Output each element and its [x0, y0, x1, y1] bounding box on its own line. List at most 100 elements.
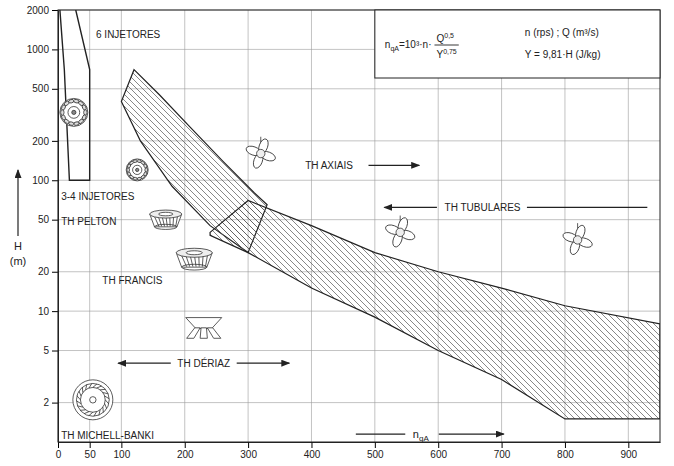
icon-part — [80, 387, 105, 412]
arrow — [527, 207, 647, 208]
formula-denominator: Y0,75 — [436, 48, 456, 60]
x-tick-label: 700 — [494, 449, 511, 460]
icon-deriaz — [186, 318, 222, 339]
x-grid-line — [184, 10, 185, 442]
region-label: TH FRANCIS — [102, 275, 162, 286]
arrow — [237, 363, 290, 364]
x-tick-mark — [121, 442, 122, 448]
x-tick-mark — [248, 442, 249, 448]
x-tick: 300 — [240, 442, 257, 460]
formula-bar — [434, 45, 458, 46]
icon-propeller — [384, 216, 416, 249]
x-tick-mark — [438, 442, 439, 448]
annotation: 6 INJETORES — [96, 29, 161, 40]
icon-part — [72, 110, 76, 114]
icon-part — [73, 380, 113, 420]
region-label: TH PELTON — [61, 216, 116, 227]
icon-part — [150, 210, 182, 218]
y-tick-label: 500 — [32, 83, 49, 94]
x-tick: 50 — [85, 442, 97, 460]
icon-part — [182, 264, 207, 270]
icon-part — [79, 391, 81, 396]
arrow — [17, 170, 18, 236]
y-tick-label: 2000 — [27, 5, 50, 16]
y-axis-title-line: H — [14, 240, 22, 252]
formula-box: nqA=10³·n·Q0,5Y0,75n (rps) ; Q (m³/s)Y =… — [375, 10, 660, 78]
grid — [58, 10, 660, 442]
y-tick-label: 100 — [32, 175, 49, 186]
x-tick-mark — [311, 442, 312, 448]
x-tick: 800 — [557, 442, 574, 460]
x-tick-mark — [185, 442, 186, 448]
x-tick-label: 300 — [240, 449, 257, 460]
icon-part — [573, 236, 581, 244]
y-tick-label: 2 — [43, 397, 49, 408]
formula-part: =10³·n· — [399, 39, 432, 50]
x-tick: 0 — [56, 442, 62, 460]
x-tick-label: 900 — [620, 449, 637, 460]
x-tick-mark — [565, 442, 566, 448]
icon-part — [90, 397, 96, 403]
icon-part — [143, 163, 147, 168]
icon-propeller — [245, 137, 277, 170]
icon-michell-banki — [73, 380, 113, 420]
y-tick: 50 — [38, 214, 58, 225]
icon-part — [77, 396, 80, 400]
annotation: 3-4 INJETORES — [61, 191, 134, 202]
icon-pelton — [126, 159, 148, 181]
plot-frame — [58, 10, 660, 442]
x-tick: 500 — [367, 442, 384, 460]
arrow — [439, 433, 504, 434]
icon-francis — [150, 210, 182, 229]
formula-sup: 0,5 — [444, 32, 454, 39]
icon-part — [93, 384, 97, 387]
x-tick: 200 — [177, 442, 194, 460]
icon-part — [155, 224, 177, 229]
icon-francis — [176, 248, 212, 270]
x-grid-line — [121, 10, 122, 442]
y-tick: 2 — [43, 397, 58, 408]
y-grid-line — [58, 180, 660, 181]
formula-numerator: Q0,5 — [436, 32, 454, 44]
icon-part — [89, 412, 93, 415]
y-tick-mark — [52, 89, 58, 90]
x-tick-label: 0 — [56, 449, 62, 460]
icon-part — [84, 412, 89, 414]
icon-pelton — [60, 98, 88, 126]
x-tick: 100 — [114, 442, 131, 460]
region-label: TH AXIAIS — [305, 160, 353, 171]
icon-part — [84, 110, 87, 116]
x-axis: 0 50 100 200 300 400 500 600 700 800 900 — [56, 442, 661, 460]
annotation: TH TUBULARES — [445, 202, 521, 213]
icon-part — [133, 165, 142, 174]
icon-part — [126, 159, 148, 181]
formula-units: Y = 9,81·H (J/kg) — [525, 49, 601, 60]
x-tick-label: 600 — [430, 449, 447, 460]
x-tick: 900 — [620, 442, 637, 460]
formula-sub: qA — [390, 45, 399, 53]
x-tick-label: 400 — [304, 449, 321, 460]
icon-part — [76, 383, 109, 416]
x-axis-title: nqA — [413, 428, 430, 443]
y-tick-label: 20 — [38, 266, 50, 277]
y-tick-label: 5 — [43, 345, 49, 356]
y-tick-mark — [52, 180, 58, 181]
x-tick-label: 50 — [85, 449, 97, 460]
y-tick: 500 — [32, 83, 58, 94]
x-tick-label: 500 — [367, 449, 384, 460]
icon-part — [60, 98, 88, 126]
icons — [60, 98, 594, 419]
y-tick-mark — [52, 49, 58, 50]
y-tick-mark — [52, 351, 58, 352]
annotation: TH DÉRIAZ — [177, 357, 230, 369]
y-axis-title: H(m) — [10, 240, 27, 267]
annotation: TH MICHELL-BANKI — [61, 430, 154, 441]
x-tick: 600 — [430, 442, 447, 460]
icon-part — [396, 228, 404, 236]
x-tick-label: 200 — [177, 449, 194, 460]
x-tick-mark — [90, 442, 91, 448]
region-area — [210, 201, 660, 419]
y-axis: 2510205010020050010002000 — [27, 5, 59, 443]
icon-part — [81, 104, 86, 111]
y-tick-label: 50 — [38, 214, 50, 225]
